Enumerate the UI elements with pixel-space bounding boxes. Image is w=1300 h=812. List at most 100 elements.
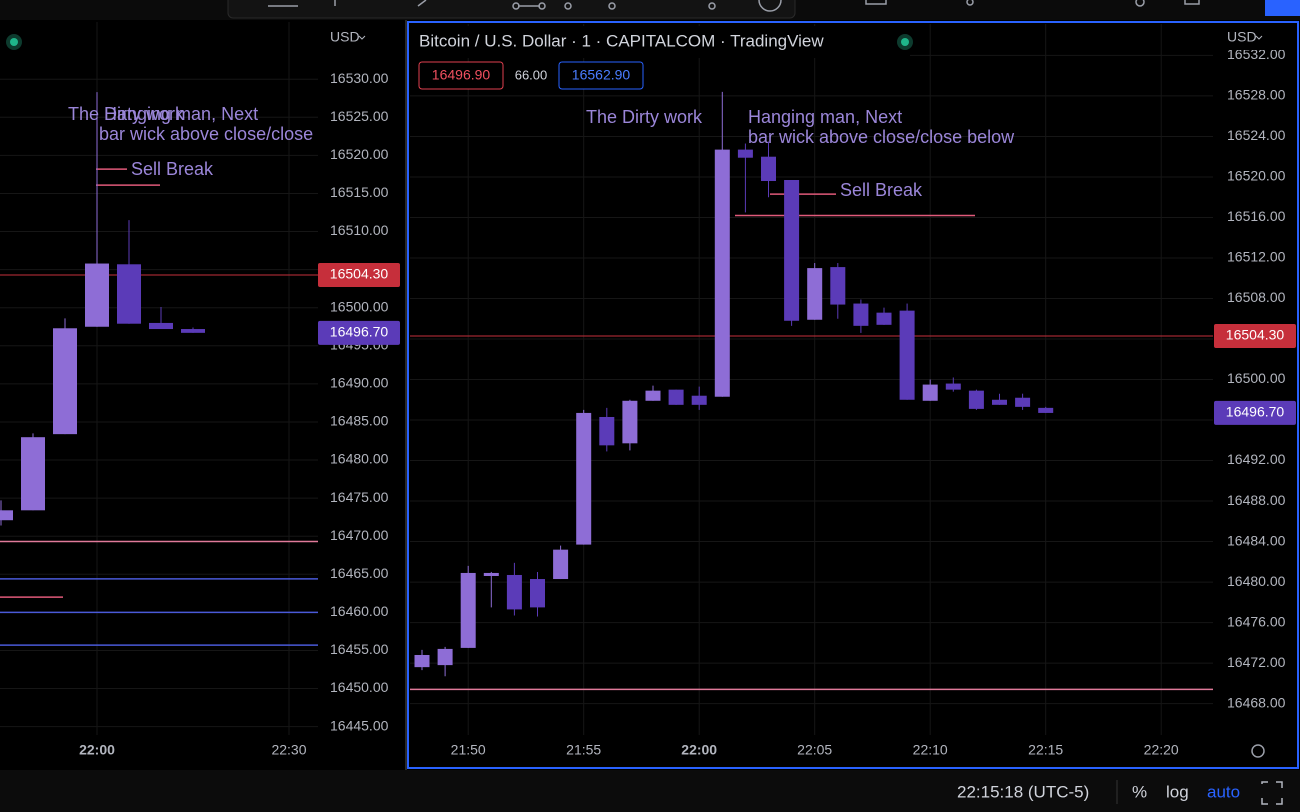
clock[interactable]: 22:15:18 (UTC-5) bbox=[957, 782, 1089, 801]
status-dot bbox=[10, 38, 18, 46]
y-tick-label: 16465.00 bbox=[330, 565, 389, 581]
candle-body bbox=[807, 268, 823, 320]
currency-caret bbox=[1255, 35, 1263, 40]
y-tick-label: 16468.00 bbox=[1227, 694, 1286, 710]
candle-body bbox=[992, 399, 1007, 405]
price-label: 16504.30 bbox=[1226, 327, 1285, 343]
symbol-title[interactable]: Bitcoin / U.S. Dollar · 1 · CAPITALCOM ·… bbox=[419, 31, 824, 50]
y-tick-label: 16508.00 bbox=[1227, 289, 1286, 305]
candle-body bbox=[460, 572, 476, 648]
candle-body bbox=[830, 267, 846, 305]
y-tick-label: 16520.00 bbox=[1227, 168, 1286, 184]
annotation: Hanging man, Next bbox=[748, 107, 902, 127]
x-tick-label: 22:30 bbox=[271, 742, 306, 758]
auto-toggle[interactable]: auto bbox=[1207, 782, 1240, 801]
y-tick-label: 16476.00 bbox=[1227, 613, 1286, 629]
candle-body bbox=[622, 400, 638, 444]
annotation: The Dirty work bbox=[586, 107, 703, 127]
candle-body bbox=[1015, 397, 1031, 407]
y-tick-label: 16472.00 bbox=[1227, 654, 1286, 670]
publish-button[interactable] bbox=[1265, 0, 1300, 16]
price-label-bg bbox=[1214, 400, 1296, 425]
fullscreen-icon[interactable] bbox=[1261, 781, 1283, 805]
candle-body bbox=[761, 156, 776, 182]
y-tick-label: 16480.00 bbox=[330, 451, 389, 467]
candle-body bbox=[1038, 407, 1054, 413]
y-tick-label: 16484.00 bbox=[1227, 532, 1286, 548]
candle-body bbox=[691, 395, 707, 405]
candle-body bbox=[784, 179, 800, 321]
x-tick-label: 22:00 bbox=[79, 742, 115, 758]
candle-body bbox=[530, 579, 545, 608]
annotation: Sell Break bbox=[840, 180, 923, 200]
annotation: Sell Break bbox=[131, 159, 214, 179]
y-tick-label: 16485.00 bbox=[330, 413, 389, 429]
y-tick-label: 16532.00 bbox=[1227, 46, 1286, 62]
y-tick-label: 16500.00 bbox=[1227, 370, 1286, 386]
percent-toggle[interactable]: % bbox=[1132, 782, 1147, 801]
toolbar-icons[interactable] bbox=[268, 0, 1200, 12]
price-label: 16496.70 bbox=[330, 324, 389, 340]
annotation: The Dirty work bbox=[68, 104, 185, 124]
annotation: bar wick above close/close below bbox=[748, 127, 1015, 147]
candle-body bbox=[876, 312, 892, 325]
candle-body bbox=[576, 412, 592, 545]
currency-label[interactable]: USD bbox=[1227, 29, 1257, 45]
y-tick-label: 16450.00 bbox=[330, 679, 389, 695]
y-tick-label: 16510.00 bbox=[330, 222, 389, 238]
y-tick-label: 16470.00 bbox=[330, 527, 389, 543]
sell-button[interactable] bbox=[418, 61, 504, 90]
candle-body bbox=[645, 390, 661, 401]
candle-body bbox=[437, 648, 453, 666]
candle-body bbox=[968, 390, 984, 409]
y-tick-label: 16455.00 bbox=[330, 641, 389, 657]
price-label: 16504.30 bbox=[330, 266, 389, 282]
spread: 66.00 bbox=[515, 67, 548, 82]
y-tick-label: 16515.00 bbox=[330, 184, 389, 200]
ask-price: 16562.90 bbox=[572, 67, 631, 83]
candle-body bbox=[737, 149, 753, 158]
candle-body bbox=[0, 510, 13, 521]
y-tick-label: 16488.00 bbox=[1227, 492, 1286, 508]
currency-label[interactable]: USD bbox=[330, 29, 360, 45]
candle-body bbox=[181, 329, 205, 333]
price-label-bg bbox=[318, 320, 400, 345]
y-tick-label: 16530.00 bbox=[330, 70, 389, 86]
x-tick-label: 22:10 bbox=[913, 742, 948, 758]
y-tick-label: 16475.00 bbox=[330, 489, 389, 505]
candle-body bbox=[85, 263, 109, 327]
candle-body bbox=[853, 303, 869, 326]
x-tick-label: 22:20 bbox=[1144, 742, 1179, 758]
y-tick-label: 16490.00 bbox=[330, 375, 389, 391]
candle-body bbox=[922, 384, 938, 401]
candle-body bbox=[149, 322, 173, 330]
candle-body bbox=[483, 572, 499, 576]
log-toggle[interactable]: log bbox=[1166, 782, 1189, 801]
annotation: Hanging man, Next bbox=[104, 104, 258, 124]
right-pane[interactable] bbox=[407, 21, 1299, 769]
x-tick-label: 21:55 bbox=[566, 742, 601, 758]
axes: 16530.00 16525.00 16520.00 16515.00 16510.00… bbox=[79, 46, 1296, 758]
buy-button[interactable] bbox=[558, 61, 644, 90]
candle-body bbox=[945, 383, 961, 390]
y-tick-label: 16500.00 bbox=[330, 298, 389, 314]
y-tick-label: 16524.00 bbox=[1227, 127, 1286, 143]
currency-bg bbox=[1218, 26, 1288, 50]
status-bar bbox=[0, 770, 1300, 812]
x-tick-label: 21:50 bbox=[451, 742, 486, 758]
title-bg bbox=[410, 26, 910, 58]
y-tick-label: 16520.00 bbox=[330, 146, 389, 162]
annotation: bar wick above close/close below bbox=[99, 124, 366, 144]
settings-icon[interactable] bbox=[1251, 744, 1265, 758]
price-label-bg bbox=[1214, 323, 1296, 348]
candle-body bbox=[506, 574, 522, 610]
candle-body bbox=[714, 149, 730, 397]
candle-body bbox=[899, 310, 915, 400]
candle-body bbox=[53, 328, 77, 435]
y-tick-label: 16445.00 bbox=[330, 717, 389, 733]
candle-body bbox=[21, 437, 45, 511]
drawing-toolbar bbox=[227, 0, 796, 19]
